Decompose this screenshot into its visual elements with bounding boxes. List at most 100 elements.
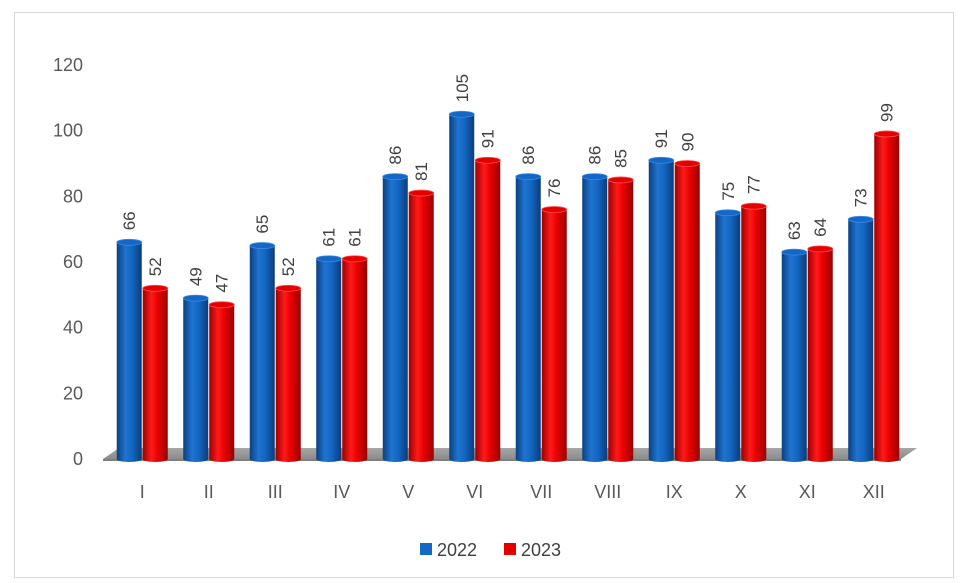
data-label: 63 <box>785 221 804 240</box>
legend-swatch <box>420 543 432 555</box>
bar-base <box>648 456 674 462</box>
bar-body <box>142 288 168 459</box>
y-tick-label: 0 <box>73 449 83 469</box>
y-tick-label: 60 <box>63 252 83 272</box>
data-label: 91 <box>652 129 671 148</box>
y-axis: 0 20 40 60 80 100 120 <box>53 55 83 469</box>
bar <box>382 173 409 462</box>
bar-body <box>648 160 674 459</box>
data-label: 105 <box>453 74 472 102</box>
bar-base <box>183 456 209 462</box>
data-label: 99 <box>878 103 897 122</box>
bar <box>182 294 209 462</box>
x-tick-label: XII <box>863 482 885 502</box>
bar <box>142 284 169 462</box>
bar-body <box>382 176 408 459</box>
data-label: 52 <box>146 257 165 276</box>
bar-body <box>541 209 567 459</box>
legend-item[interactable]: 2023 <box>504 540 561 560</box>
bar-base <box>316 456 342 462</box>
legend-item[interactable]: 2022 <box>420 540 477 560</box>
bar-base <box>608 456 634 462</box>
bar-cap <box>674 160 701 167</box>
bar-body <box>275 288 301 459</box>
data-label: 52 <box>279 257 298 276</box>
legend-swatch <box>504 543 516 555</box>
x-tick-label: X <box>735 482 747 502</box>
data-label: 86 <box>386 146 405 165</box>
bar-cap <box>341 255 368 263</box>
bar <box>515 173 542 462</box>
bar <box>847 215 874 462</box>
bar-body <box>515 176 541 459</box>
bar-cap <box>208 301 235 309</box>
x-tick-label: XI <box>799 482 816 502</box>
bar-base <box>741 456 767 462</box>
bar <box>781 248 808 462</box>
bar <box>408 189 435 462</box>
bar-base <box>275 456 301 462</box>
data-label: 81 <box>412 162 431 181</box>
bar-cap <box>408 189 435 197</box>
data-label: 91 <box>479 129 498 148</box>
bar-cap <box>541 206 568 213</box>
bar-body <box>674 163 700 459</box>
bar-cap <box>581 173 608 181</box>
bar-cap <box>714 209 741 217</box>
bar-cap <box>607 176 634 184</box>
bar <box>315 255 342 462</box>
bar-body <box>342 258 368 459</box>
data-label: 64 <box>811 218 830 237</box>
bar-cap <box>249 242 276 249</box>
bar-cap <box>142 284 169 292</box>
bar <box>249 242 276 462</box>
bar-base <box>209 456 235 462</box>
bar-base <box>342 456 368 462</box>
x-tick-label: VIII <box>594 482 621 502</box>
bar-cap <box>740 202 767 210</box>
bar-base <box>781 456 807 462</box>
bar-base <box>582 456 608 462</box>
data-label: 76 <box>545 179 564 198</box>
legend-label: 2023 <box>521 540 561 560</box>
y-tick-label: 80 <box>63 186 83 206</box>
x-axis: I II III IV V VI VII VIII IX X XI XII <box>140 482 885 502</box>
x-tick-label: IV <box>333 482 350 502</box>
bar-body <box>475 160 501 459</box>
bar <box>607 176 634 462</box>
data-label: 49 <box>187 267 206 286</box>
data-label: 66 <box>120 211 139 230</box>
bar-cap <box>474 156 501 164</box>
bar-cap <box>275 284 302 292</box>
x-tick-label: VII <box>530 482 552 502</box>
x-tick-label: IX <box>666 482 683 502</box>
data-label: 73 <box>852 188 871 207</box>
data-label: 65 <box>253 215 272 234</box>
y-tick-label: 120 <box>53 55 83 75</box>
bar-base <box>142 456 168 462</box>
bar-base <box>475 456 501 462</box>
data-label: 61 <box>320 228 339 247</box>
bar-base <box>249 456 275 462</box>
bar-cap <box>116 238 143 246</box>
bar-base <box>515 456 541 462</box>
bar-body <box>408 193 434 460</box>
floor-top <box>103 448 917 459</box>
bar-base <box>382 456 408 462</box>
data-label: 75 <box>719 182 738 201</box>
bar <box>448 110 475 462</box>
y-tick-label: 40 <box>63 318 83 338</box>
data-label: 47 <box>213 274 232 293</box>
bar-cap <box>847 215 874 223</box>
bar-base <box>715 456 741 462</box>
bar-body <box>116 242 142 459</box>
x-tick-label: V <box>402 482 414 502</box>
bar <box>873 130 900 462</box>
bar-base <box>541 456 567 462</box>
bar-body <box>582 176 608 459</box>
legend-label: 2022 <box>437 540 477 560</box>
x-tick-label: II <box>204 482 214 502</box>
bar-cap <box>873 130 900 138</box>
bar-body <box>807 248 833 459</box>
